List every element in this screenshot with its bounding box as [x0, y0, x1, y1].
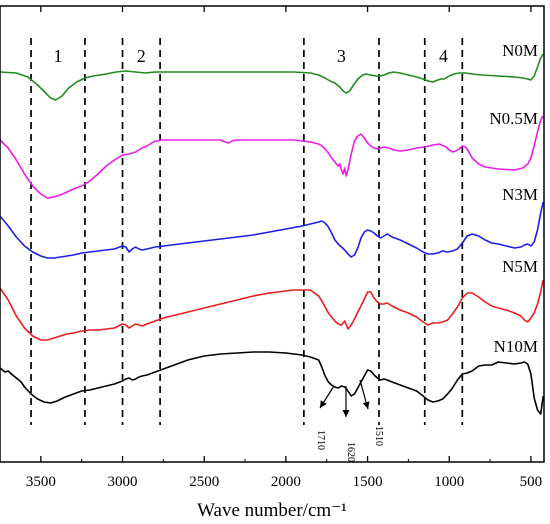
x-tick-label: 2000 [271, 474, 301, 490]
series-label: N3M [502, 185, 538, 204]
annotation-arrowhead [362, 401, 370, 409]
annotation-arrowhead [320, 400, 327, 408]
series-line [0, 351, 544, 415]
series-line [0, 279, 544, 341]
x-tick-label: 500 [520, 474, 543, 490]
x-tick-label: 3000 [108, 474, 138, 490]
region-label: 2 [137, 46, 146, 66]
series-label: N0.5M [489, 109, 538, 128]
series-line [0, 115, 544, 199]
x-tick-label: 2500 [189, 474, 219, 490]
region-label: 4 [439, 46, 448, 66]
x-tick-label: 1500 [353, 474, 383, 490]
annotation-arrowhead [342, 410, 350, 417]
region-label: 1 [53, 46, 62, 66]
series-line [0, 201, 544, 259]
series-label: N5M [502, 257, 538, 276]
annotation-label: 1510 [373, 426, 384, 446]
x-tick-label: 3500 [26, 474, 56, 490]
annotation-label: 1620 [345, 442, 356, 462]
annotation-label: 1710 [315, 430, 326, 450]
region-label: 3 [337, 46, 346, 66]
series-label: N10M [494, 337, 538, 356]
series-label: N0M [502, 41, 538, 60]
plot-frame [0, 5, 545, 463]
series-line [0, 53, 544, 101]
x-tick-label: 1000 [434, 474, 464, 490]
x-axis-label: Wave number/cm⁻¹ [197, 500, 347, 521]
